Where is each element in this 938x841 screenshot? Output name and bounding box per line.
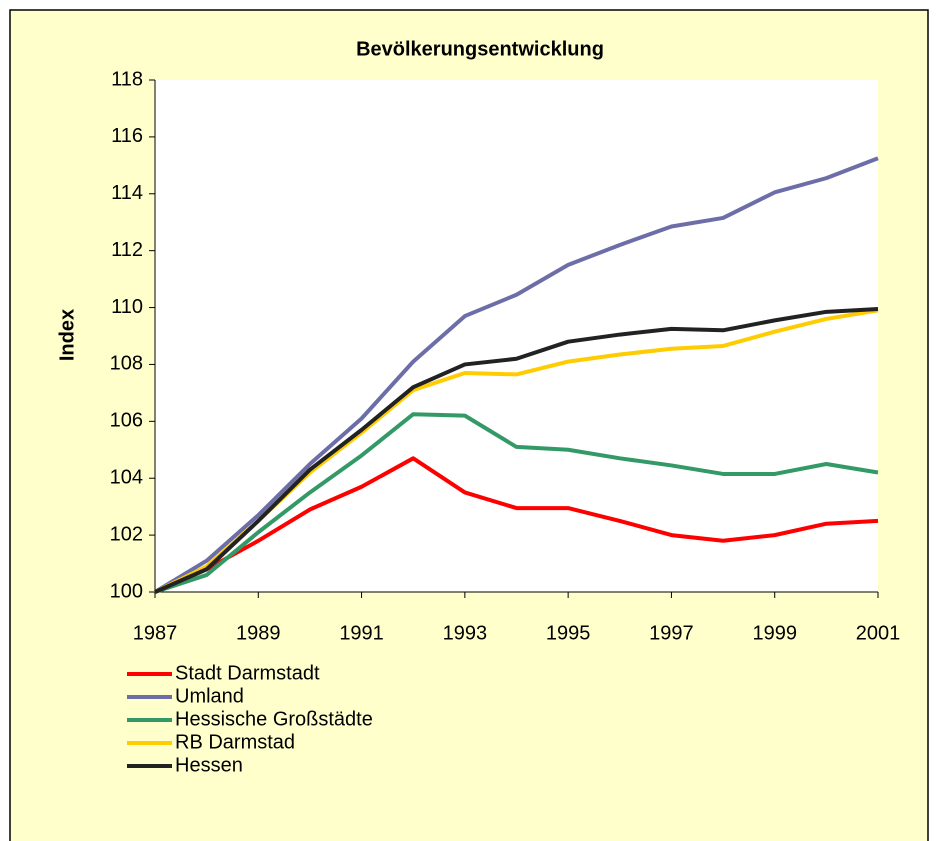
- legend-label: Stadt Darmstadt: [175, 662, 320, 684]
- legend-label: RB Darmstad: [175, 731, 295, 753]
- y-tick-label: 110: [111, 296, 143, 318]
- y-tick-label: 106: [110, 410, 143, 432]
- x-tick-label: 1997: [649, 622, 694, 644]
- y-tick-label: 100: [110, 580, 143, 602]
- y-tick-label: 118: [111, 68, 143, 90]
- y-axis-label: Index: [56, 309, 78, 361]
- x-tick-label: 1991: [339, 622, 384, 644]
- x-tick-label: 1987: [133, 622, 178, 644]
- x-tick-label: 1989: [236, 622, 281, 644]
- y-tick-label: 114: [111, 182, 143, 204]
- chart-title: Bevölkerungsentwicklung: [356, 38, 604, 60]
- x-tick-label: 1999: [752, 622, 797, 644]
- legend-label: Umland: [175, 685, 244, 707]
- series-line: [154, 412, 879, 594]
- y-tick-label: 104: [110, 467, 143, 489]
- y-tick-label: 102: [110, 523, 143, 545]
- legend-label: Hessische Großstädte: [175, 708, 373, 730]
- y-tick-label: 108: [110, 353, 143, 375]
- x-tick-label: 1993: [443, 622, 488, 644]
- x-tick-label: 1995: [546, 622, 591, 644]
- series-line: [153, 156, 879, 594]
- y-tick-label: 116: [111, 125, 143, 147]
- y-tick-label: 112: [111, 239, 143, 261]
- series-line: [154, 456, 879, 594]
- legend-label: Hessen: [175, 754, 243, 776]
- series-line: [154, 306, 879, 594]
- x-tick-label: 2001: [856, 622, 901, 644]
